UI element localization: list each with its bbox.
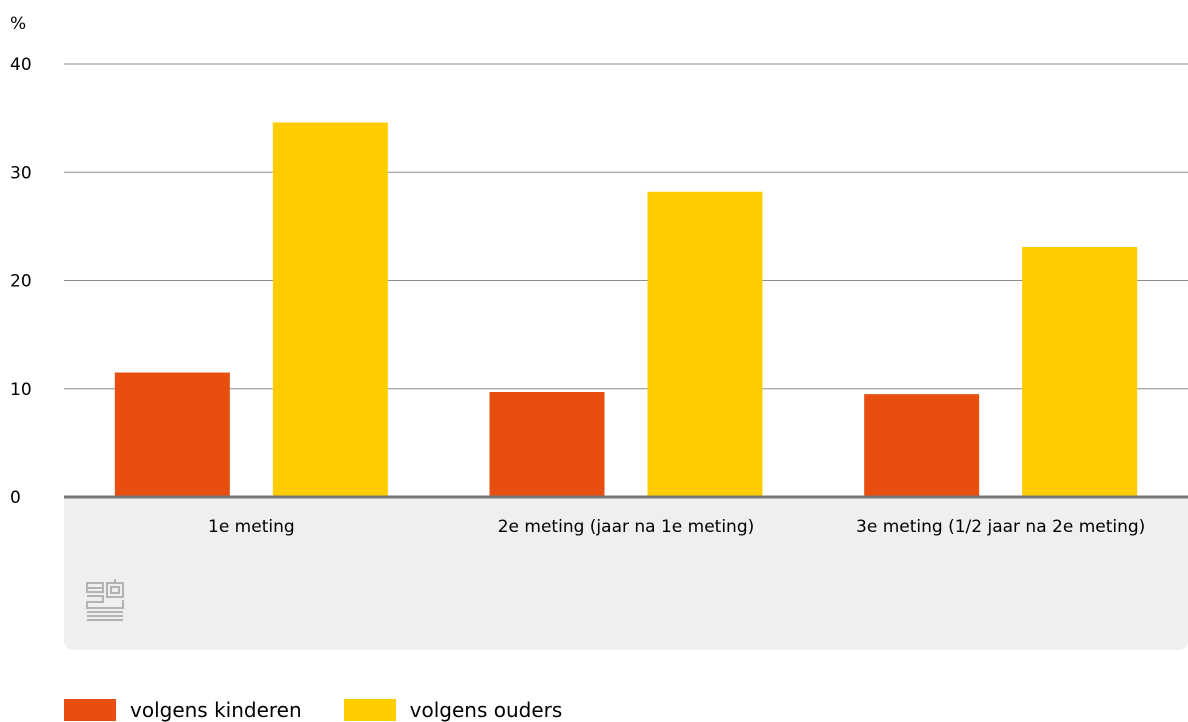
category-label: 1e meting	[208, 517, 295, 537]
gridlines	[64, 63, 1188, 390]
legend-swatch-kinderen	[64, 699, 116, 721]
y-axis-unit-label: %	[10, 14, 26, 34]
y-axis-ticks: 0 10 20 30 40	[10, 55, 32, 508]
bar-ouders	[647, 191, 763, 498]
category-label: 2e meting (jaar na 1e meting)	[498, 517, 755, 537]
legend-label-kinderen: volgens kinderen	[130, 698, 302, 722]
cbs-logo-icon	[86, 579, 124, 621]
y-tick-label: 30	[10, 163, 32, 183]
y-tick-label: 20	[10, 272, 32, 292]
bar-kinderen	[114, 372, 230, 497]
y-tick-label: 0	[10, 488, 21, 508]
legend-item-kinderen: volgens kinderen	[64, 698, 302, 722]
category-label: 3e meting (1/2 jaar na 2e meting)	[856, 517, 1145, 537]
bar-chart: 0 10 20 30 40 % 1e meting 2e meting (jaar na …	[10, 14, 1188, 650]
x-axis-band-top	[64, 498, 1188, 518]
bar-ouders	[1022, 246, 1138, 497]
y-tick-label: 40	[10, 55, 32, 75]
bars	[114, 122, 1138, 498]
category-labels: 1e meting 2e meting (jaar na 1e meting) 3e…	[208, 517, 1145, 537]
legend-label-ouders: volgens ouders	[409, 698, 563, 722]
legend-swatch-ouders	[343, 699, 396, 721]
legend: volgens kinderen volgens ouders	[64, 698, 604, 722]
bar-kinderen	[489, 391, 605, 497]
legend-item-ouders: volgens ouders	[343, 698, 563, 722]
x-axis-band	[64, 498, 1188, 650]
y-tick-label: 10	[10, 380, 32, 400]
bar-kinderen	[864, 394, 980, 497]
bar-ouders	[272, 122, 388, 497]
